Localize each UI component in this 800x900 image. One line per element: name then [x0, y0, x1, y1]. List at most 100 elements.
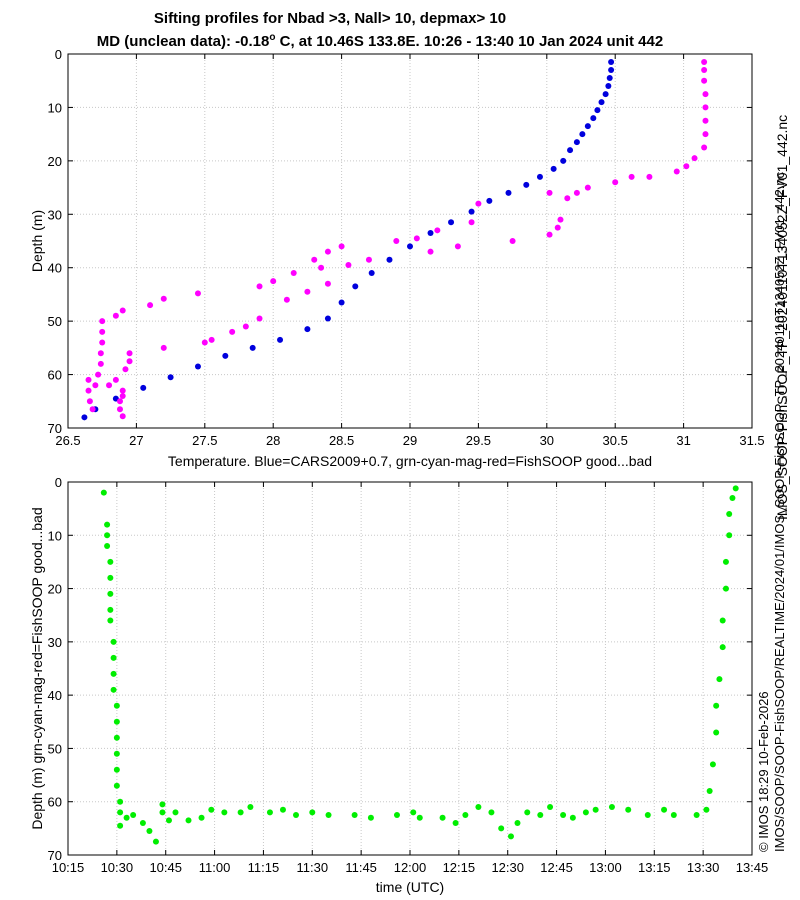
data-point — [582, 809, 589, 816]
data-point — [486, 197, 493, 204]
data-point — [110, 670, 117, 677]
x-tick-label: 28 — [266, 433, 280, 448]
data-point — [97, 350, 104, 357]
data-point — [107, 606, 114, 613]
data-point — [573, 139, 580, 146]
x-tick-label: 29.5 — [466, 433, 491, 448]
data-point — [194, 363, 201, 370]
data-point — [198, 814, 205, 821]
data-point — [427, 229, 434, 236]
data-point — [99, 328, 106, 335]
data-point — [160, 344, 167, 351]
data-point — [702, 131, 709, 138]
data-point — [126, 358, 133, 365]
data-point — [147, 302, 154, 309]
y-tick-label: 40 — [48, 261, 62, 276]
data-point — [338, 243, 345, 250]
data-point — [229, 328, 236, 335]
y-tick-label: 20 — [48, 154, 62, 169]
data-point — [413, 235, 420, 242]
data-point — [104, 521, 111, 528]
data-point — [107, 558, 114, 565]
x-tick-label: 28.5 — [329, 433, 354, 448]
data-point — [386, 256, 393, 263]
data-point — [256, 283, 263, 290]
data-point — [283, 296, 290, 303]
data-point — [270, 278, 277, 285]
data-point — [110, 638, 117, 645]
data-point — [691, 155, 698, 162]
data-point — [606, 75, 613, 82]
data-point — [159, 801, 166, 808]
data-point — [237, 809, 244, 816]
data-point — [546, 231, 553, 238]
data-point — [99, 318, 106, 325]
data-point — [351, 812, 358, 819]
data-point — [107, 574, 114, 581]
data-point — [546, 189, 553, 196]
data-point — [701, 59, 708, 66]
data-point — [454, 243, 461, 250]
data-point — [683, 163, 690, 170]
data-point — [146, 828, 153, 835]
data-point — [702, 117, 709, 124]
data-point — [452, 820, 459, 827]
data-point — [434, 227, 441, 234]
x-tick-label: 12:15 — [443, 860, 476, 875]
data-point — [393, 238, 400, 244]
data-point — [324, 248, 331, 255]
data-point — [468, 208, 475, 215]
data-point — [309, 809, 316, 816]
data-point — [116, 406, 123, 413]
data-point — [625, 806, 632, 813]
data-point — [167, 374, 174, 381]
data-point — [560, 812, 567, 819]
x-tick-label: 12:30 — [491, 860, 524, 875]
y-tick-label: 30 — [48, 207, 62, 222]
data-point — [113, 766, 120, 773]
y-tick-label: 60 — [48, 795, 62, 810]
data-point — [523, 181, 530, 188]
data-point — [249, 344, 256, 351]
data-point — [113, 718, 120, 725]
data-point — [107, 617, 114, 624]
data-point — [537, 812, 544, 819]
data-point — [99, 339, 106, 346]
data-point — [598, 99, 605, 106]
data-point — [208, 806, 215, 813]
data-point — [117, 809, 124, 816]
data-point — [112, 376, 119, 383]
x-tick-label: 30.5 — [603, 433, 628, 448]
data-point — [324, 315, 331, 322]
data-point — [612, 179, 619, 186]
data-point — [673, 168, 680, 175]
x-tick-label: 11:45 — [345, 860, 377, 875]
y-axis-label: Depth (m) — [29, 210, 45, 272]
data-point — [488, 809, 495, 816]
y-tick-label: 70 — [48, 421, 62, 436]
data-point — [439, 814, 446, 821]
data-point — [716, 676, 723, 683]
x-tick-label: 10:45 — [149, 860, 182, 875]
data-point — [325, 812, 332, 819]
data-point — [172, 809, 179, 816]
data-point — [95, 371, 102, 378]
data-point — [709, 761, 716, 768]
x-axis-label: Temperature. Blue=CARS2009+0.7, grn-cyan… — [168, 453, 652, 469]
y-tick-label: 30 — [48, 635, 62, 650]
data-point — [702, 91, 709, 98]
data-point — [554, 224, 561, 231]
x-tick-label: 11:30 — [296, 860, 328, 875]
x-tick-label: 13:15 — [638, 860, 671, 875]
x-tick-label: 12:00 — [394, 860, 427, 875]
data-point — [605, 83, 612, 90]
data-point — [475, 200, 482, 207]
data-point — [222, 352, 229, 359]
data-point — [100, 489, 107, 496]
data-point — [701, 67, 708, 74]
data-point — [113, 750, 120, 757]
data-point — [113, 734, 120, 741]
x-tick-label: 27 — [129, 433, 143, 448]
data-point — [113, 702, 120, 709]
